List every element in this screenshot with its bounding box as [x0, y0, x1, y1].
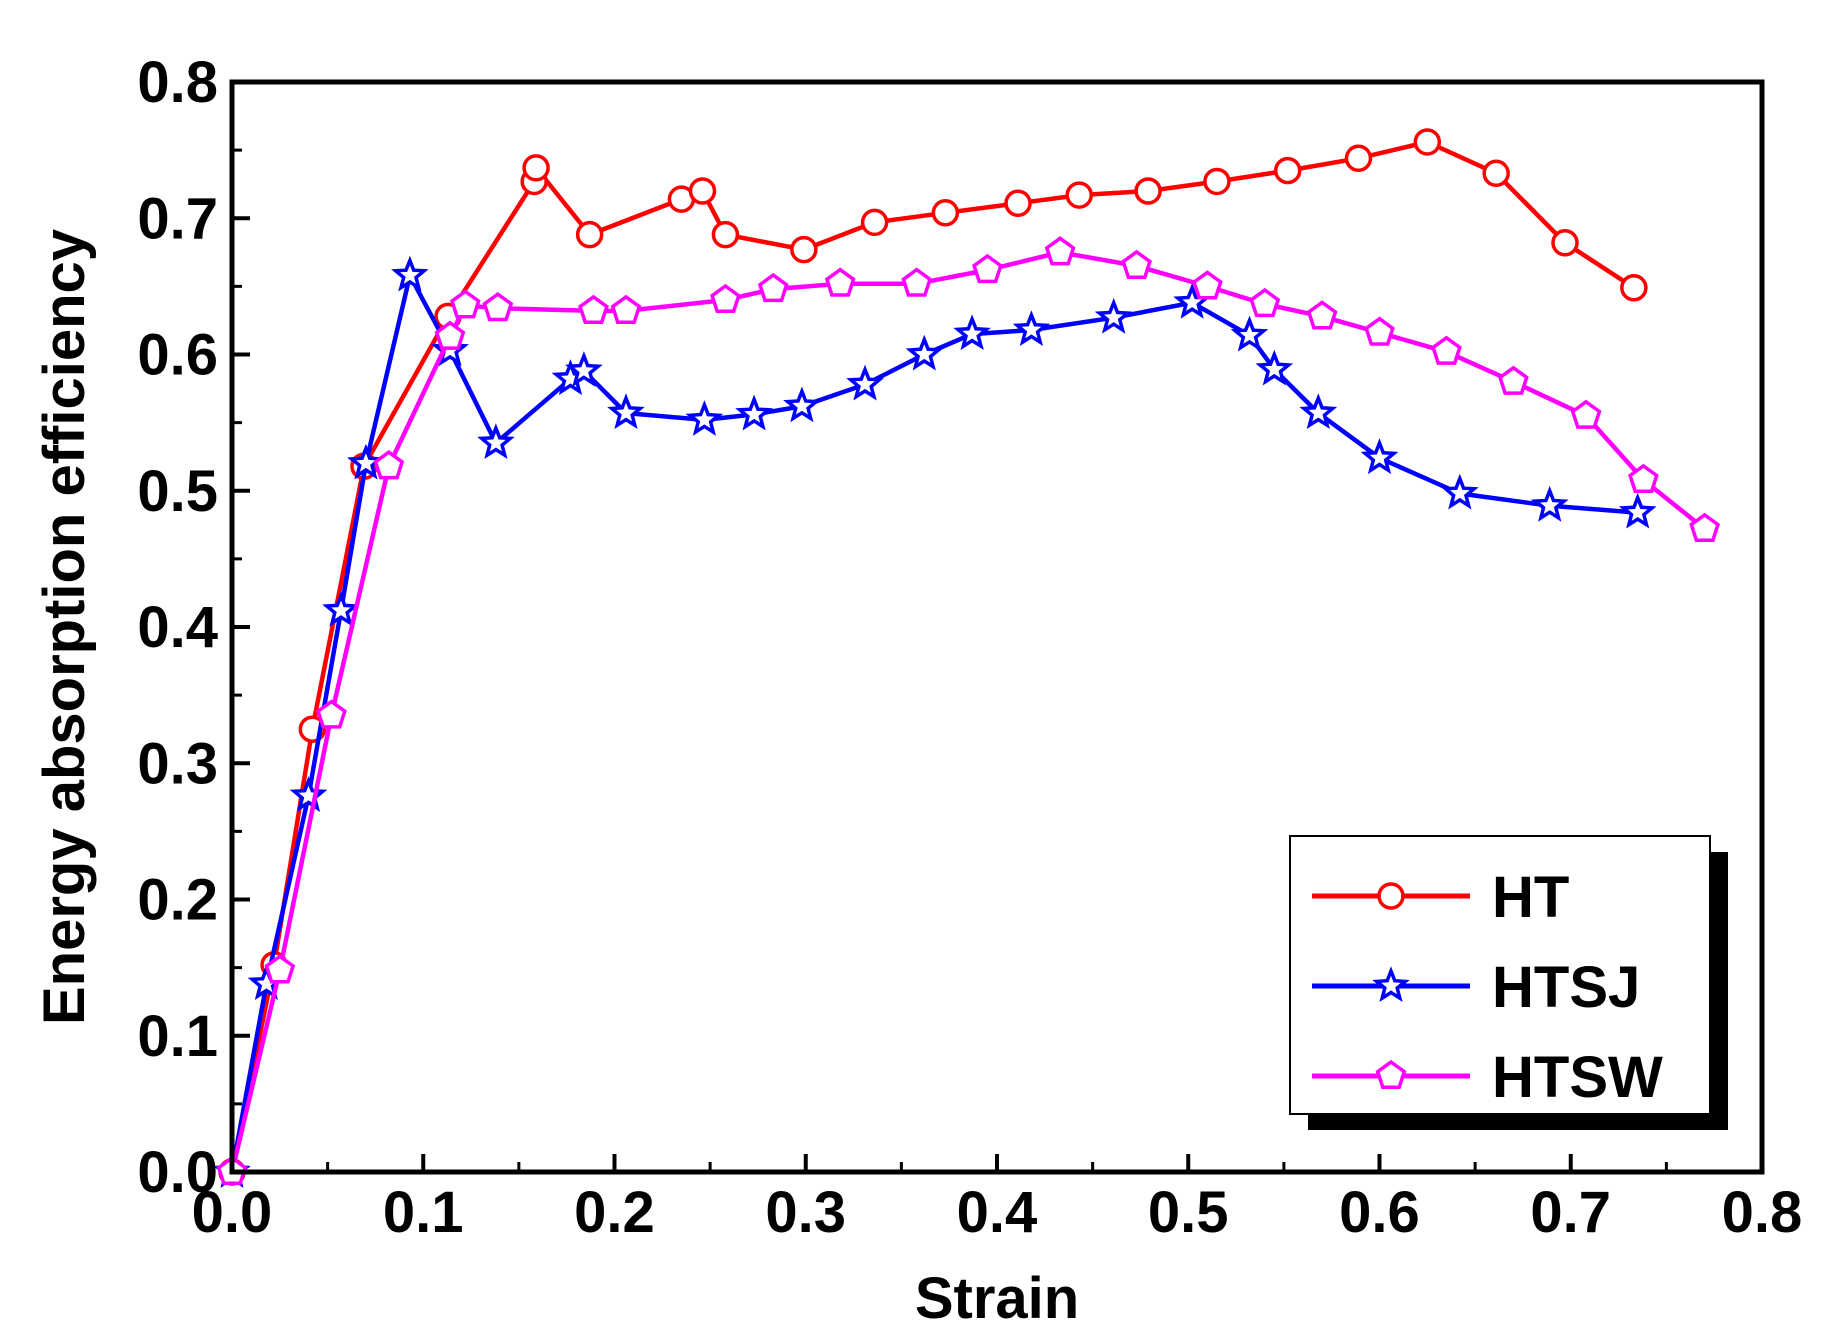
- data-point: [905, 334, 944, 371]
- x-tick-label: 0.8: [1722, 1180, 1803, 1245]
- data-point: [347, 443, 385, 480]
- y-tick-label: 0.5: [137, 459, 218, 524]
- legend: HT HTSJ HTSW: [1289, 835, 1728, 1130]
- data-point: [1065, 181, 1093, 209]
- legend-label: HTSJ: [1492, 955, 1640, 1020]
- data-point: [1364, 316, 1395, 346]
- data-point: [373, 450, 405, 480]
- data-point: [1121, 249, 1152, 280]
- data-point: [1551, 229, 1579, 257]
- legend-marker: [1372, 966, 1410, 1002]
- x-tick-label: 0.2: [574, 1180, 655, 1245]
- data-point: [1094, 297, 1133, 334]
- y-tick-label: 0.0: [137, 1140, 218, 1205]
- x-tick-label: 0.1: [383, 1180, 464, 1245]
- y-tick-label: 0.8: [137, 50, 218, 115]
- data-point: [1530, 485, 1569, 522]
- data-point: [931, 199, 960, 227]
- x-axis-title: Strain: [915, 1266, 1079, 1331]
- data-point: [1249, 287, 1281, 318]
- data-point: [710, 283, 741, 314]
- y-axis: 0.0 0.1 0.2 0.3 0.4 0.5 0.6 0.7 0.8: [137, 50, 250, 1205]
- x-tick-label: 0.0: [192, 1180, 273, 1245]
- x-tick-label: 0.5: [1148, 1180, 1229, 1245]
- y-tick-label: 0.2: [137, 868, 218, 933]
- x-axis: 0.0 0.1 0.2 0.3 0.4 0.5 0.6 0.7 0.8: [192, 1154, 1803, 1245]
- x-tick-label: 0.4: [957, 1180, 1038, 1245]
- data-point: [1482, 159, 1510, 188]
- plot-layer: [213, 128, 1720, 1188]
- y-axis-title: Energy absorption efficiency: [32, 229, 97, 1025]
- data-point: [449, 289, 481, 319]
- data-point: [790, 235, 818, 264]
- legend-label: HTSW: [1492, 1045, 1663, 1110]
- data-point: [1618, 492, 1657, 529]
- data-point: [972, 253, 1003, 284]
- data-point: [477, 423, 515, 460]
- data-point: [482, 292, 514, 322]
- data-point: [860, 208, 889, 237]
- data-point: [1230, 315, 1269, 352]
- data-point: [289, 776, 328, 812]
- data-point: [1255, 349, 1294, 386]
- data-point: [1570, 399, 1602, 429]
- legend-entry: HT: [1312, 865, 1569, 930]
- data-point: [1628, 463, 1659, 493]
- data-point: [1192, 270, 1223, 300]
- data-point: [1044, 236, 1076, 266]
- data-point: [1134, 177, 1162, 205]
- data-point: [1360, 438, 1399, 475]
- y-tick-label: 0.3: [137, 731, 218, 796]
- x-tick-label: 0.7: [1530, 1180, 1611, 1245]
- data-point: [901, 267, 933, 297]
- data-point: [1004, 189, 1032, 218]
- data-point: [1344, 144, 1373, 173]
- series-HTSW: [216, 236, 1720, 1186]
- data-point: [685, 400, 724, 436]
- legend-label: HT: [1492, 865, 1569, 930]
- legend-entry: HTSJ: [1312, 955, 1640, 1020]
- data-point: [735, 394, 773, 431]
- x-tick-label: 0.6: [1339, 1180, 1420, 1245]
- data-point: [1299, 393, 1338, 430]
- data-point: [846, 364, 884, 401]
- y-tick-label: 0.1: [137, 1004, 218, 1069]
- data-point: [1413, 128, 1442, 156]
- data-point: [1441, 473, 1479, 510]
- y-tick-label: 0.7: [137, 186, 218, 251]
- data-point: [1431, 335, 1462, 365]
- legend-marker: [1375, 1059, 1407, 1090]
- data-point: [575, 220, 604, 249]
- y-tick-label: 0.4: [137, 595, 218, 660]
- data-point: [1498, 365, 1529, 395]
- data-point: [610, 294, 642, 324]
- data-point: [711, 220, 740, 249]
- data-point: [322, 590, 360, 627]
- data-point: [391, 255, 429, 292]
- data-point: [1203, 167, 1231, 196]
- data-point: [434, 320, 466, 350]
- data-point: [264, 954, 296, 984]
- data-point: [1273, 156, 1302, 185]
- data-point: [1620, 273, 1648, 302]
- data-point: [783, 386, 821, 423]
- legend-box: [1289, 835, 1711, 1115]
- y-tick-label: 0.6: [137, 323, 218, 388]
- data-point: [953, 314, 991, 351]
- data-point: [1306, 300, 1338, 330]
- data-point: [1689, 512, 1720, 542]
- legend-entry: HTSW: [1312, 1045, 1663, 1110]
- data-point: [522, 154, 550, 182]
- data-point: [688, 177, 717, 205]
- data-point: [757, 272, 789, 303]
- data-point: [607, 393, 645, 430]
- data-point: [316, 699, 347, 729]
- x-tick-label: 0.3: [765, 1180, 846, 1245]
- data-point: [578, 294, 609, 324]
- data-point: [824, 267, 856, 297]
- legend-marker: [1377, 882, 1405, 910]
- data-point: [1012, 310, 1051, 346]
- data-point: [565, 351, 603, 387]
